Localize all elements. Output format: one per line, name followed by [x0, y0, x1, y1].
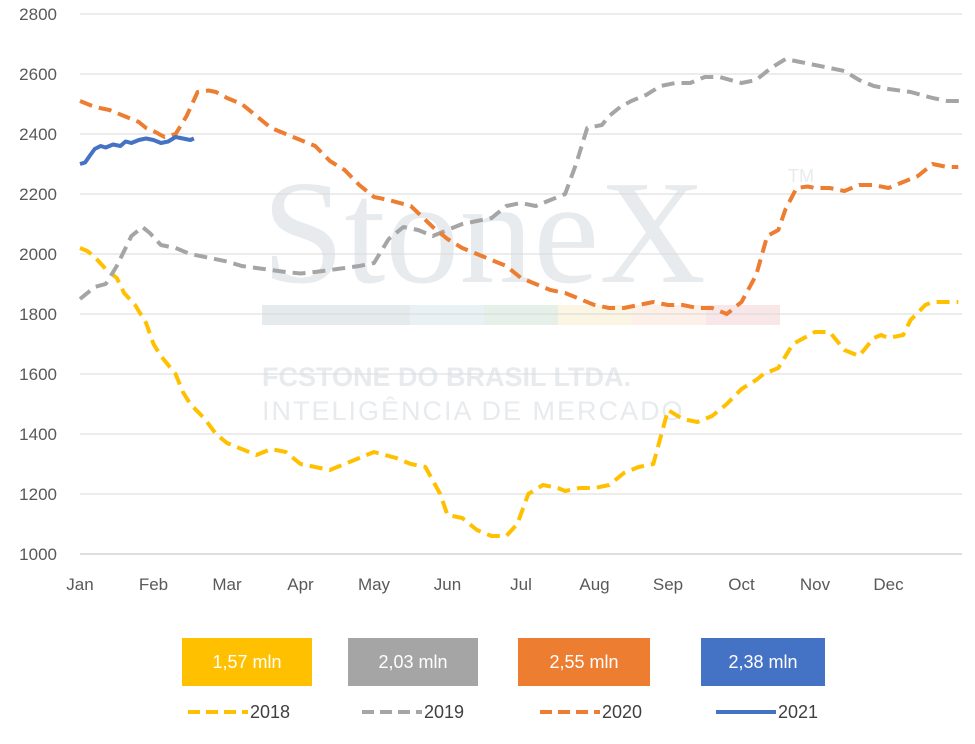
series-line-2020 — [79, 88, 959, 316]
y-tick-label: 1200 — [19, 485, 57, 504]
y-tick-label: 2600 — [19, 65, 57, 84]
x-axis: Jan Feb Mar Apr May Jun Jul Aug Sep Oct Nov Dec — [66, 575, 904, 594]
x-tick-label: May — [358, 575, 391, 594]
watermark-bar-3 — [484, 305, 558, 325]
x-tick-label: Mar — [212, 575, 242, 594]
watermark-bar-2 — [410, 305, 484, 325]
y-tick-label: 1400 — [19, 425, 57, 444]
legend-label: 2021 — [778, 701, 819, 722]
summary-box-label: 2,38 mln — [728, 651, 798, 672]
watermark-brand: StoneX — [262, 151, 706, 315]
summary-box-2019: 2,03 mln — [348, 638, 478, 686]
series-line-2019 — [78, 57, 962, 301]
watermark-bar-4 — [558, 305, 632, 325]
y-tick-label: 1800 — [19, 305, 57, 324]
summary-box-label: 2,03 mln — [378, 651, 448, 672]
stonex-watermark: StoneX TM FCSTONE DO BRASIL LTDA. INTELI… — [262, 151, 814, 426]
summary-box-2020: 2,55 mln — [518, 638, 650, 686]
x-tick-label: Apr — [287, 575, 314, 594]
line-chart: StoneX TM FCSTONE DO BRASIL LTDA. INTELI… — [19, 5, 962, 594]
y-tick-label: 2000 — [19, 245, 57, 264]
watermark-division: INTELIGÊNCIA DE MERCADO — [262, 395, 685, 426]
legend-item-2018: 2018 — [188, 700, 290, 724]
y-tick-label: 1000 — [19, 545, 57, 564]
x-tick-label: Oct — [728, 575, 755, 594]
y-tick-label: 2800 — [19, 5, 57, 24]
legend-swatch — [362, 710, 422, 714]
summary-box-label: 2,55 mln — [549, 651, 619, 672]
legend-item-2020: 2020 — [540, 700, 642, 724]
x-tick-label: Feb — [139, 575, 168, 594]
x-tick-label: Nov — [800, 575, 831, 594]
watermark-bar-5 — [632, 305, 706, 325]
y-tick-label: 1600 — [19, 365, 57, 384]
watermark-bar-1 — [262, 305, 410, 325]
legend-swatch — [716, 710, 776, 714]
x-tick-label: Jul — [510, 575, 532, 594]
gridlines — [80, 13, 962, 555]
summary-box-2018: 1,57 mln — [182, 638, 312, 686]
legend-item-2021: 2021 — [716, 700, 818, 724]
watermark-tm: TM — [788, 166, 814, 186]
x-tick-label: Aug — [579, 575, 609, 594]
y-tick-label: 2400 — [19, 125, 57, 144]
legend-item-2019: 2019 — [362, 700, 464, 724]
x-tick-label: Jun — [434, 575, 461, 594]
y-axis: 1000 1200 1400 1600 1800 2000 2200 2400 2600 2800 — [19, 5, 57, 564]
x-tick-label: Jan — [66, 575, 93, 594]
summary-box-label: 1,57 mln — [212, 651, 282, 672]
series-lines — [78, 57, 962, 538]
legend-label: 2019 — [424, 701, 465, 722]
legend-label: 2020 — [602, 701, 643, 722]
series-line-2021 — [79, 135, 195, 166]
x-tick-label: Dec — [873, 575, 904, 594]
watermark-company: FCSTONE DO BRASIL LTDA. — [262, 362, 631, 392]
legend-swatch — [540, 710, 600, 714]
series-line-2018 — [79, 246, 959, 538]
summary-box-2021: 2,38 mln — [701, 638, 825, 686]
legend-swatch — [188, 710, 248, 714]
watermark-bar-6 — [706, 305, 780, 325]
legend-label: 2018 — [250, 701, 291, 722]
y-tick-label: 2200 — [19, 185, 57, 204]
x-tick-label: Sep — [653, 575, 683, 594]
